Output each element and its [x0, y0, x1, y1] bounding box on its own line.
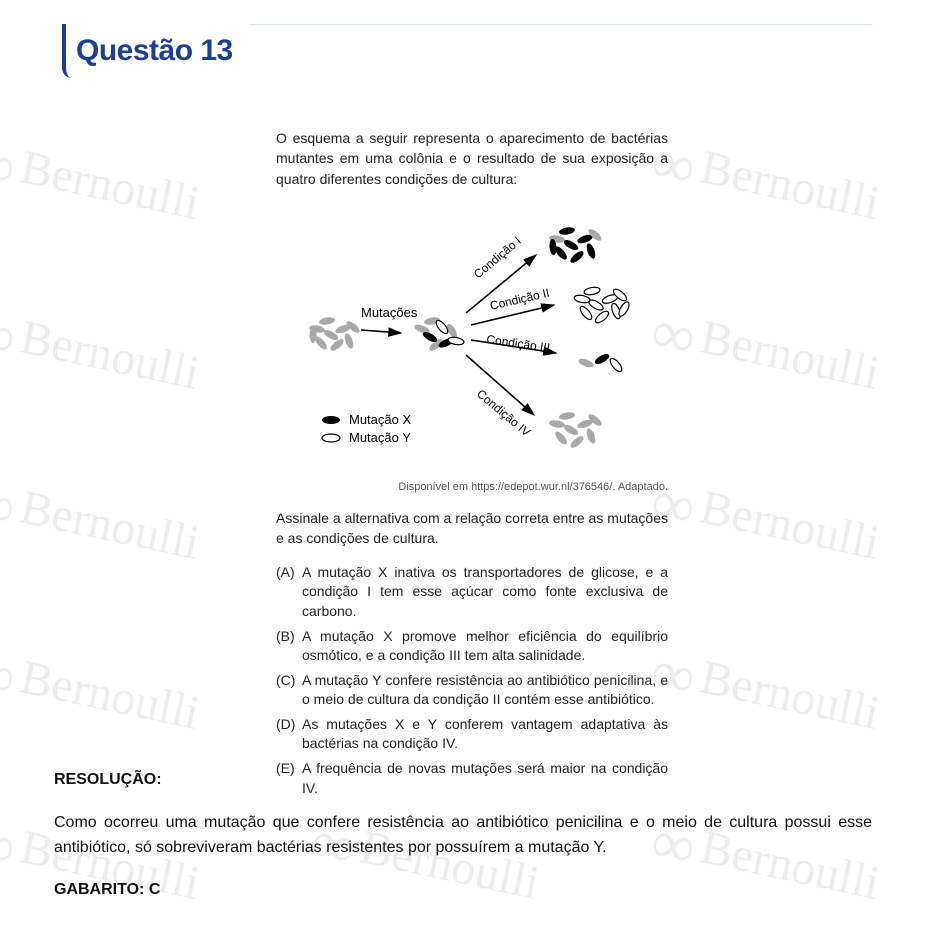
- watermark: ∞Bernoulli: [0, 467, 205, 582]
- mutated-colony: [413, 316, 464, 353]
- cond1-label: Condição I: [471, 234, 524, 282]
- resolution-heading: RESOLUÇÃO:: [54, 768, 872, 793]
- watermark: ∞Bernoulli: [645, 637, 884, 752]
- option-label: (A): [276, 563, 302, 622]
- option-label: (D): [276, 715, 302, 754]
- question-title-box: Questão 13: [62, 24, 249, 78]
- mutacoes-label: Mutações: [361, 305, 418, 320]
- cond3-colony: [577, 352, 624, 373]
- option-a: (A) A mutação X inativa os transportador…: [276, 563, 668, 622]
- watermark: ∞Bernoulli: [0, 637, 205, 752]
- cond2-colony: [574, 286, 632, 325]
- question-title: Questão 13: [76, 34, 233, 67]
- option-label: (B): [276, 627, 302, 666]
- legend-y-label: Mutação Y: [349, 430, 411, 445]
- legend: Mutação X Mutação Y: [322, 412, 411, 445]
- watermark: ∞Bernoulli: [645, 297, 884, 412]
- gabarito: GABARITO: C: [54, 878, 872, 903]
- option-text: A mutação X promove melhor eficiência do…: [302, 627, 668, 666]
- option-d: (D) As mutações X e Y conferem vantagem …: [276, 715, 668, 754]
- cond4-label: Condição IV: [474, 386, 533, 439]
- option-b: (B) A mutação X promove melhor eficiênci…: [276, 627, 668, 666]
- option-text: A mutação Y confere resistência ao antib…: [302, 671, 668, 710]
- options-list: (A) A mutação X inativa os transportador…: [276, 563, 668, 799]
- cond3-label: Condição III: [486, 332, 551, 355]
- watermark: ∞Bernoulli: [0, 297, 205, 412]
- cond4-colony: [549, 411, 604, 450]
- option-text: As mutações X e Y conferem vantagem adap…: [302, 715, 668, 754]
- original-colony: [309, 316, 362, 353]
- watermark: ∞Bernoulli: [645, 467, 884, 582]
- source-citation: Disponível em https://edepot.wur.nl/3765…: [276, 480, 668, 496]
- watermark: ∞Bernoulli: [645, 127, 884, 242]
- bacteria-diagram: Mutações Condição I Condição II Condição…: [276, 205, 668, 465]
- question-text: Assinale a alternativa com a relação cor…: [276, 508, 668, 549]
- option-c: (C) A mutação Y confere resistência ao a…: [276, 671, 668, 710]
- legend-x-label: Mutação X: [349, 412, 411, 427]
- watermark: ∞Bernoulli: [0, 127, 205, 242]
- question-body: O esquema a seguir representa o aparecim…: [276, 128, 668, 803]
- cond1-colony: [549, 226, 604, 265]
- option-label: (C): [276, 671, 302, 710]
- resolution-text: Como ocorreu uma mutação que confere res…: [54, 811, 872, 861]
- option-text: A mutação X inativa os transportadores d…: [302, 563, 668, 622]
- resolution-block: RESOLUÇÃO: Como ocorreu uma mutação que …: [54, 768, 872, 903]
- intro-text: O esquema a seguir representa o aparecim…: [276, 128, 668, 189]
